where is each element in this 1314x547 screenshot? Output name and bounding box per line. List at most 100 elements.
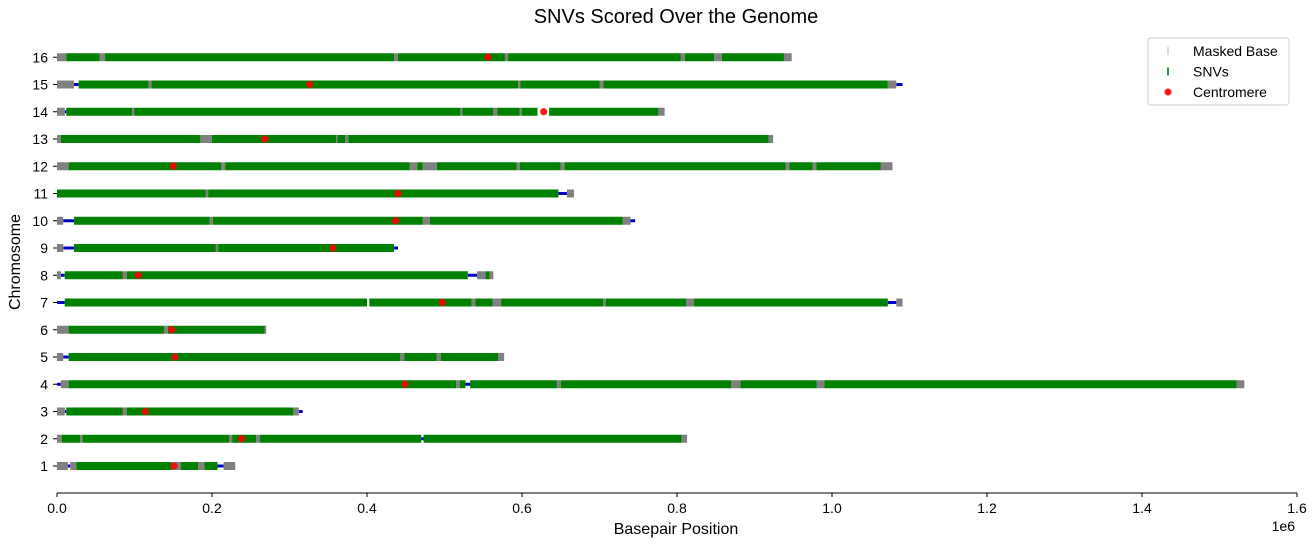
snv-segment — [68, 380, 457, 389]
legend-label-2: Centromere — [1193, 84, 1267, 100]
unscored-segment — [298, 410, 303, 413]
masked-segment — [812, 162, 817, 171]
snv-segment — [66, 107, 133, 116]
masked-segment — [57, 107, 65, 116]
masked-segment — [394, 53, 398, 62]
masked-segment — [714, 53, 722, 62]
snv-segment — [61, 434, 81, 443]
chromosome-track-7 — [57, 298, 903, 307]
legend-label-0: Masked Base — [1193, 43, 1278, 59]
masked-segment — [504, 53, 509, 62]
masked-segment — [293, 407, 299, 416]
centromere-point — [392, 217, 400, 225]
centromere-point — [329, 244, 337, 252]
snv-segment — [105, 53, 395, 62]
masked-segment — [497, 353, 505, 361]
snv-segment — [462, 107, 494, 116]
unscored-segment — [64, 110, 67, 114]
masked-segment — [556, 380, 561, 389]
masked-segment — [422, 216, 430, 225]
snv-segment — [436, 162, 517, 171]
masked-segment — [122, 271, 127, 280]
snv-segment — [66, 53, 100, 62]
unscored-segment — [74, 83, 79, 86]
unscored-segment — [465, 382, 471, 386]
masked-segment — [686, 298, 695, 307]
snv-segment — [816, 162, 881, 171]
masked-segment — [681, 434, 688, 443]
masked-segment — [256, 434, 261, 443]
unscored-segment — [467, 273, 478, 277]
masked-segment — [345, 135, 349, 143]
y-tick-label: 11 — [33, 186, 48, 202]
snv-segment — [74, 216, 210, 225]
unscored-segment — [60, 273, 65, 277]
snv-segment — [225, 162, 410, 171]
snv-segment — [57, 189, 206, 198]
snv-segment — [519, 162, 561, 171]
x-tick-label: 0.6 — [512, 500, 532, 516]
masked-segment — [422, 162, 437, 171]
snv-segment — [76, 462, 172, 470]
masked-segment — [57, 434, 62, 443]
masked-segment — [477, 271, 486, 280]
chromosome-track-5 — [57, 353, 505, 361]
masked-segment — [57, 162, 69, 171]
y-tick-label: 5 — [40, 349, 48, 365]
chromosome-track-10 — [57, 216, 636, 225]
legend-marker-2 — [1164, 88, 1172, 96]
unscored-segment — [63, 219, 75, 223]
masked-segment — [492, 298, 502, 307]
snv-segment — [429, 216, 623, 225]
y-tick-label: 15 — [32, 77, 48, 93]
snv-segment — [78, 80, 149, 89]
centromere-point — [168, 326, 176, 334]
masked-segment — [70, 462, 77, 470]
masked-segment — [680, 53, 685, 62]
snv-segment — [564, 162, 786, 171]
unscored-segment — [558, 192, 567, 195]
x-axis-label: Basepair Position — [614, 521, 739, 538]
y-tick-label: 3 — [40, 404, 48, 420]
masked-segment — [229, 434, 233, 443]
snv-segment — [549, 107, 659, 116]
x-tick-label: 1.4 — [1132, 500, 1152, 516]
x-tick-label: 1.6 — [1287, 500, 1307, 516]
masked-segment — [887, 80, 897, 89]
masked-segment — [880, 162, 893, 171]
masked-segment — [489, 271, 494, 280]
unscored-segment — [57, 301, 65, 304]
masked-segment — [80, 434, 83, 443]
masked-segment — [566, 189, 574, 198]
y-tick-label: 7 — [40, 295, 48, 311]
masked-segment — [785, 162, 790, 171]
chromosome-track-12 — [57, 162, 893, 171]
masked-segment — [493, 107, 498, 116]
snv-segment — [60, 135, 201, 143]
snv-segment — [218, 244, 395, 252]
masked-segment — [60, 380, 69, 389]
masked-segment — [57, 80, 75, 89]
chromosome-track-8 — [57, 271, 494, 280]
masked-segment — [57, 244, 64, 252]
snv-segment — [603, 80, 888, 89]
snv-segment — [522, 107, 538, 116]
snv-segment — [475, 298, 493, 307]
masked-segment — [816, 380, 825, 389]
x-axis-offset-label: 1e6 — [1272, 518, 1296, 534]
centromere-point — [401, 380, 409, 388]
unscored-segment — [63, 246, 75, 250]
unscored-segment — [630, 219, 636, 223]
snv-segment — [423, 434, 682, 443]
chart-title: SNVs Scored Over the Genome — [534, 6, 819, 28]
masked-segment — [221, 162, 226, 171]
snv-segment — [337, 135, 346, 143]
masked-segment — [57, 407, 65, 416]
snv-segment — [520, 80, 600, 89]
masked-segment — [1236, 380, 1245, 389]
masked-segment — [57, 462, 68, 470]
y-tick-label: 8 — [40, 267, 48, 283]
y-tick-label: 16 — [32, 49, 48, 65]
